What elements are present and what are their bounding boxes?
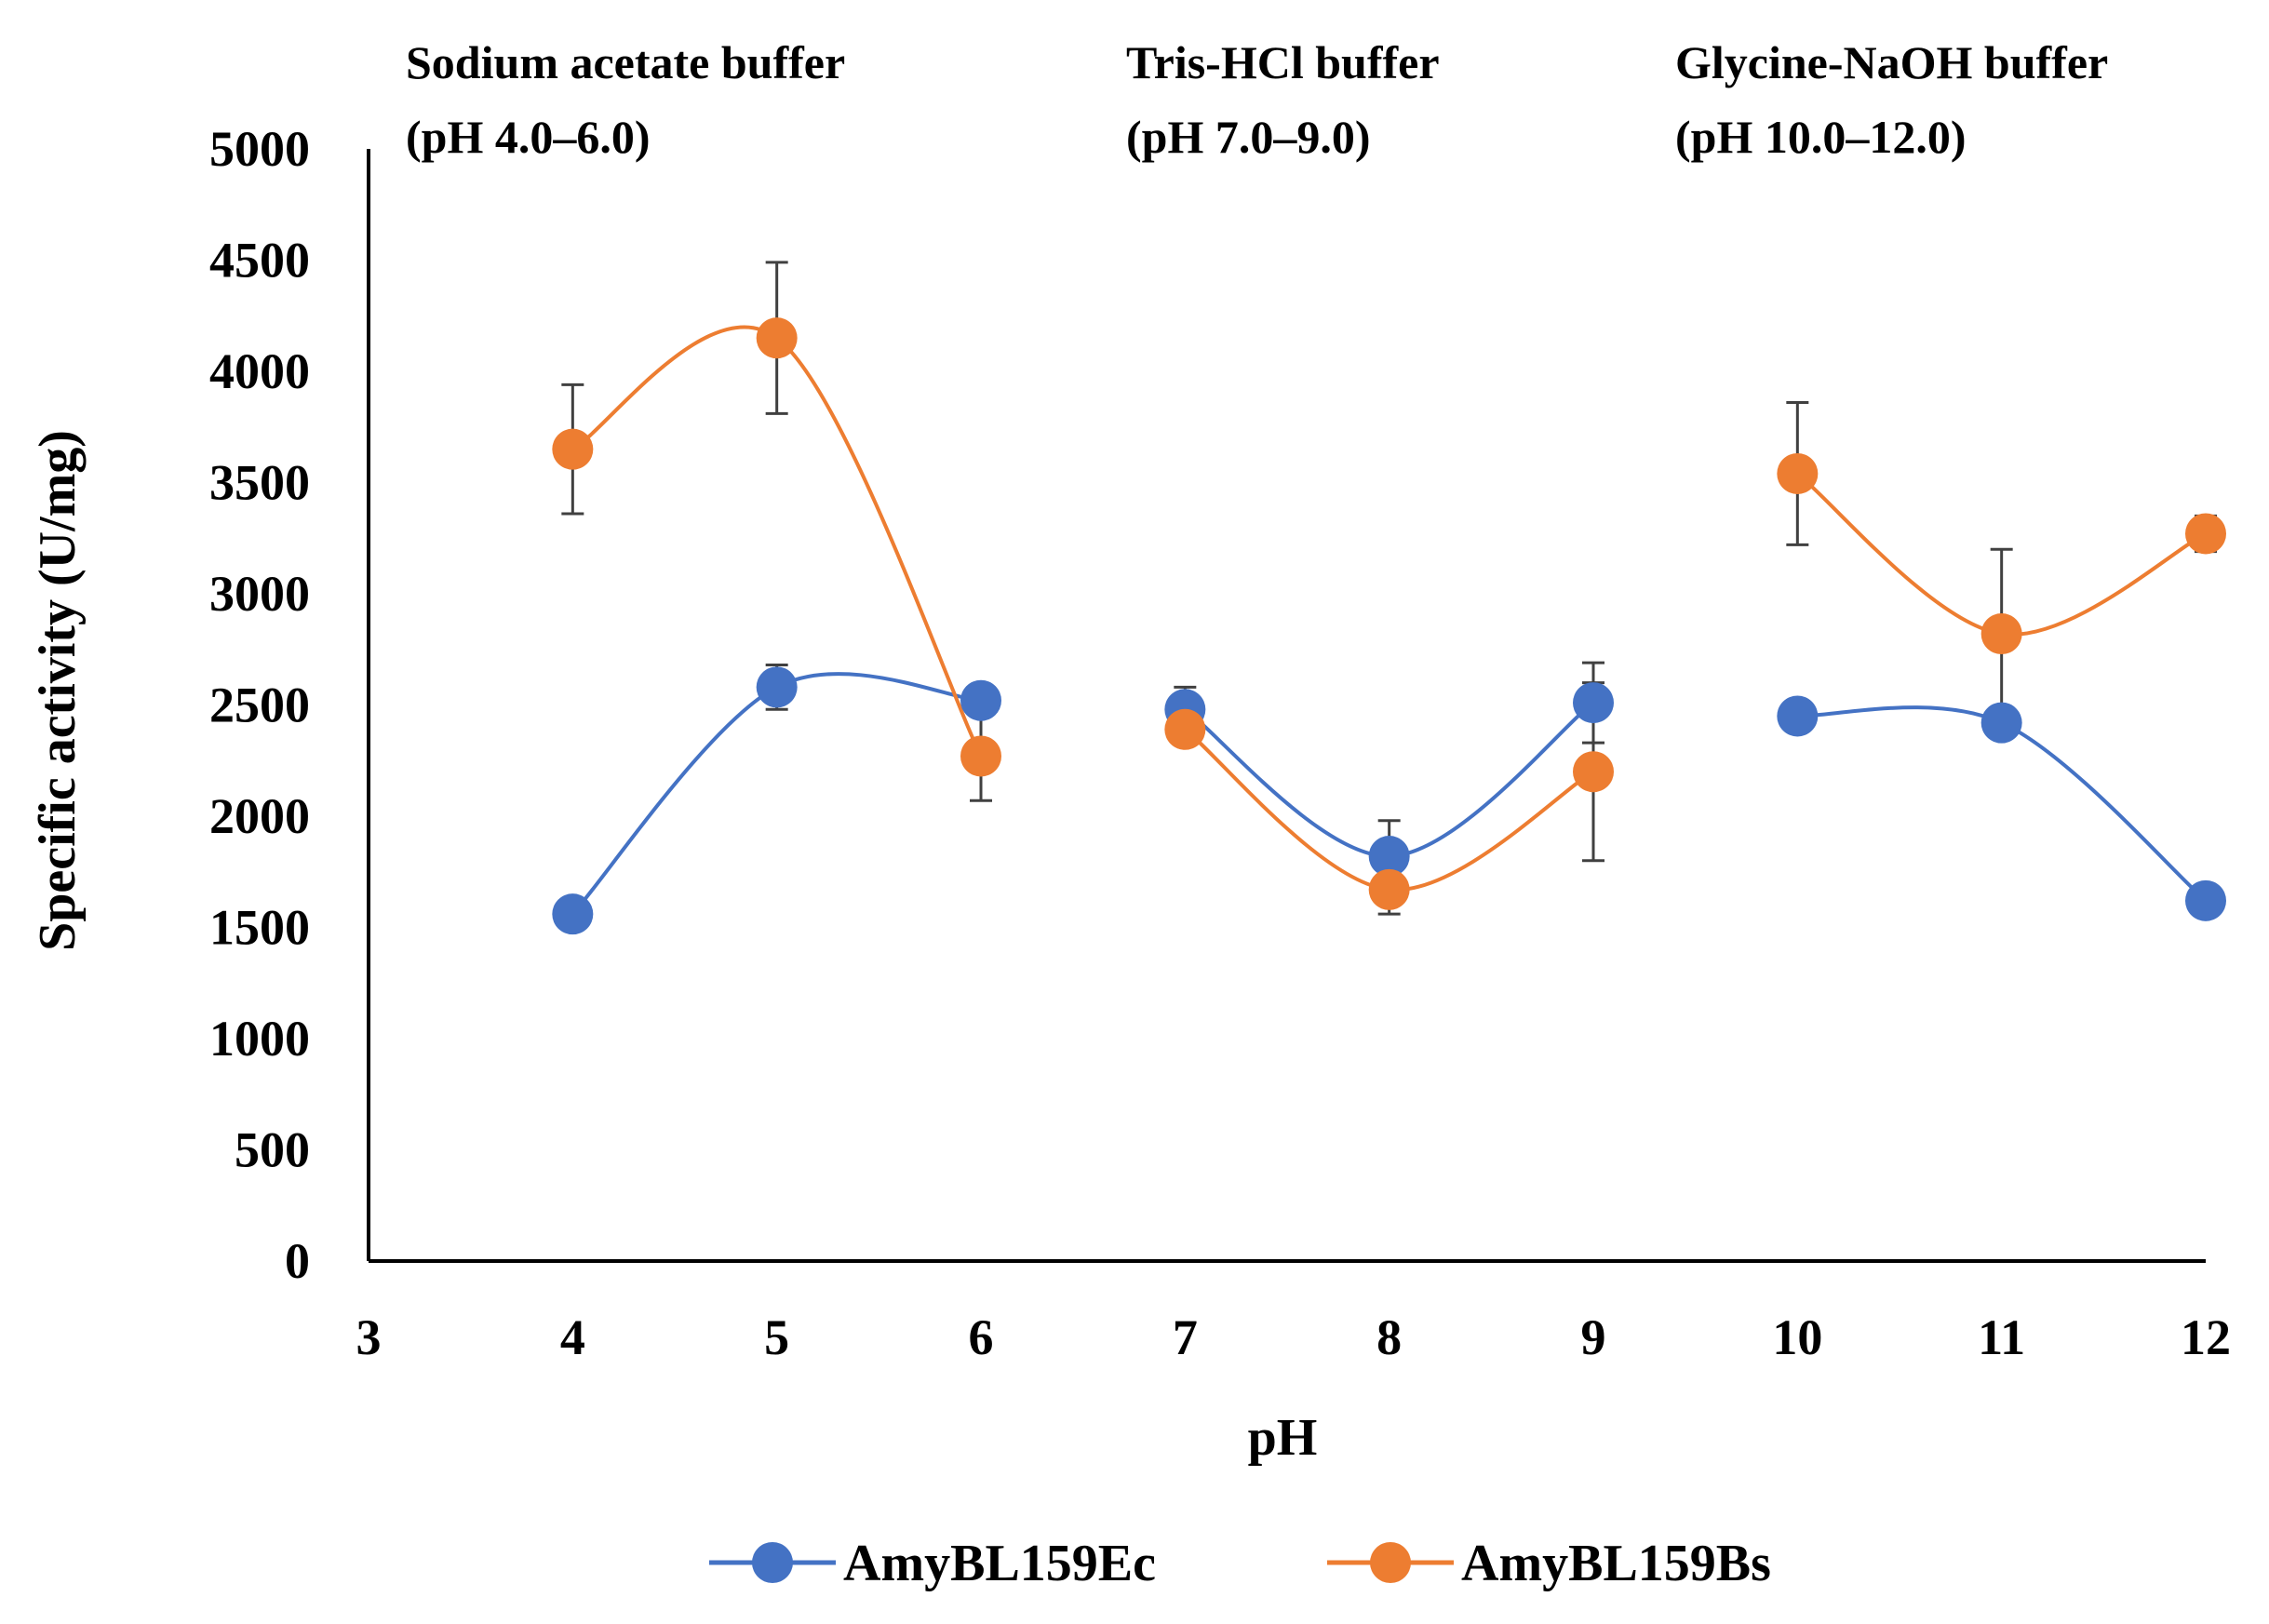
data-points xyxy=(552,317,2226,935)
buffer-label-glycine-line2: (pH 10.0–12.0) xyxy=(1675,111,1967,163)
buffer-label-tris-line2: (pH 7.0–9.0) xyxy=(1126,111,1371,163)
data-point-amybl159bs xyxy=(1164,708,1206,750)
y-tick-label: 1000 xyxy=(209,1011,310,1067)
data-point-amybl159bs xyxy=(1573,751,1614,793)
data-point-amybl159ec xyxy=(2185,879,2226,921)
legend-item-amybl159ec: AmyBL159Ec xyxy=(709,1535,1156,1592)
x-tick-label: 6 xyxy=(969,1309,994,1365)
data-point-amybl159bs xyxy=(960,735,1001,777)
legend-marker-amybl159bs xyxy=(1370,1542,1411,1583)
data-point-amybl159ec xyxy=(1777,695,1819,737)
x-tick-labels: 3 4 5 6 7 8 9 10 11 12 xyxy=(356,1309,2232,1365)
y-tick-label: 0 xyxy=(285,1233,310,1289)
y-tick-label: 500 xyxy=(235,1122,310,1178)
x-tick-label: 12 xyxy=(2181,1309,2231,1365)
error-bars xyxy=(561,261,2217,916)
y-tick-label: 2000 xyxy=(209,788,310,844)
buffer-label-glycine-line1: Glycine-NaOH buffer xyxy=(1675,36,2108,88)
legend-label-amybl159ec: AmyBL159Ec xyxy=(843,1535,1156,1592)
legend-label-amybl159bs: AmyBL159Bs xyxy=(1461,1535,1771,1592)
legend: AmyBL159Ec AmyBL159Bs xyxy=(709,1535,1771,1592)
buffer-labels: Sodium acetate buffer (pH 4.0–6.0) Tris-… xyxy=(406,36,2108,163)
x-tick-label: 10 xyxy=(1772,1309,1822,1365)
y-tick-label: 1500 xyxy=(209,900,310,956)
data-point-amybl159bs xyxy=(2185,513,2226,555)
legend-marker-amybl159ec xyxy=(752,1542,793,1583)
x-tick-label: 11 xyxy=(1978,1309,2025,1365)
data-point-amybl159ec xyxy=(1980,702,2022,744)
data-point-amybl159ec xyxy=(1573,682,1614,724)
x-tick-label: 3 xyxy=(356,1309,382,1365)
y-tick-label: 4000 xyxy=(209,343,310,399)
data-point-amybl159ec xyxy=(960,679,1001,721)
buffer-label-acetate-line2: (pH 4.0–6.0) xyxy=(406,111,651,163)
y-tick-label: 2500 xyxy=(209,678,310,733)
plot-area xyxy=(552,261,2226,935)
x-tick-label: 7 xyxy=(1173,1309,1198,1365)
data-point-amybl159bs xyxy=(552,428,594,470)
data-point-amybl159bs xyxy=(1980,613,2022,655)
x-tick-label: 8 xyxy=(1376,1309,1402,1365)
y-tick-label: 3000 xyxy=(209,566,310,622)
buffer-label-acetate-line1: Sodium acetate buffer xyxy=(406,36,845,88)
y-tick-label: 5000 xyxy=(209,121,310,177)
x-tick-label: 4 xyxy=(560,1309,585,1365)
y-tick-label: 4500 xyxy=(209,233,310,289)
data-point-amybl159bs xyxy=(1368,868,1410,910)
y-tick-labels: 0 500 1000 1500 2000 2500 3000 3500 4000 4500 5000 xyxy=(209,121,310,1289)
buffer-label-tris-line1: Tris-HCl buffer xyxy=(1126,36,1440,88)
x-axis-label: pH xyxy=(1248,1409,1318,1467)
data-point-amybl159ec xyxy=(1368,836,1410,878)
data-point-amybl159bs xyxy=(1777,452,1819,494)
data-point-amybl159ec xyxy=(756,666,798,708)
data-point-amybl159ec xyxy=(552,893,594,935)
x-tick-label: 5 xyxy=(764,1309,789,1365)
legend-item-amybl159bs: AmyBL159Bs xyxy=(1327,1535,1771,1592)
data-point-amybl159bs xyxy=(756,317,798,359)
y-tick-label: 3500 xyxy=(209,455,310,511)
x-tick-label: 9 xyxy=(1581,1309,1606,1365)
y-axis-label: Specific activity (U/mg) xyxy=(29,430,87,951)
